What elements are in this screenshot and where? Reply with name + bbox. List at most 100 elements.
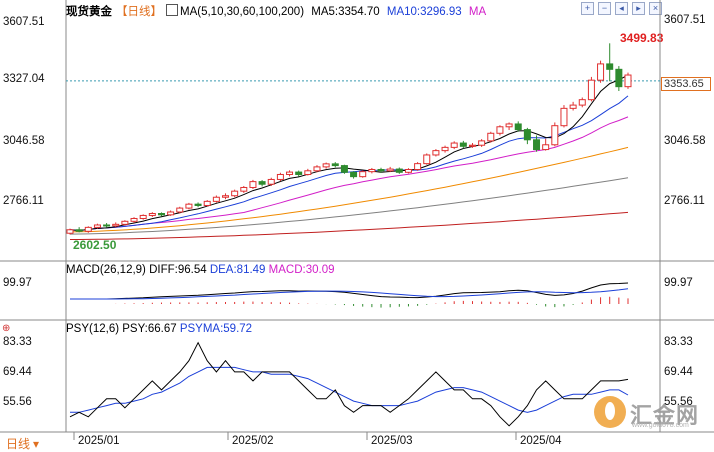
ma-toggle-icon[interactable] xyxy=(166,4,178,16)
candle-body xyxy=(304,170,312,175)
candle-body xyxy=(84,226,92,232)
x-tick-jan: 2025/01 xyxy=(78,435,120,447)
chart-toolbar: + − ◂ ▸ × xyxy=(581,2,662,15)
candle-body xyxy=(359,171,367,178)
y-tick-3: 3046.58 xyxy=(3,135,45,147)
candle-body xyxy=(112,223,120,227)
period-dropdown-icon[interactable]: ▾ xyxy=(33,437,40,451)
candle-body xyxy=(350,171,358,178)
zoom-in-icon[interactable]: + xyxy=(581,2,594,15)
macd-tick-left: 99.97 xyxy=(3,277,32,289)
candle-body xyxy=(340,165,348,173)
macd-value: MACD:30.09 xyxy=(268,264,335,276)
logo-text: 汇金网 xyxy=(630,403,700,428)
y-tick-1: 3607.51 xyxy=(3,16,45,28)
candle-body xyxy=(377,168,385,172)
candle-body xyxy=(441,146,449,152)
candle-body xyxy=(496,126,504,134)
candle-body xyxy=(231,190,239,197)
close-icon[interactable]: × xyxy=(649,2,662,15)
candle-body xyxy=(542,144,550,151)
psy-tick-2: 69.44 xyxy=(3,366,32,378)
candle-body xyxy=(157,213,165,216)
candle-body xyxy=(404,168,412,173)
candle-body xyxy=(75,229,83,232)
last-price-box: 3353.65 xyxy=(661,77,711,91)
candle-body xyxy=(450,142,458,148)
y-tick-right-1: 3607.51 xyxy=(664,14,706,26)
x-tick-feb: 2025/02 xyxy=(232,435,274,447)
psy-line xyxy=(69,341,629,427)
chart-header: 现货黄金 【日线】 MA(5,10,30,60,100,200) MA5:3354.… xyxy=(66,3,490,19)
candle-body xyxy=(597,63,605,81)
candle-body xyxy=(606,63,614,70)
psyma-value: PSYMA:59.72 xyxy=(179,323,253,335)
psy-tick-right-1: 83.33 xyxy=(664,336,693,348)
candle-body xyxy=(240,186,248,192)
candle-body xyxy=(121,220,129,225)
macd-dea-line xyxy=(70,288,629,300)
candle-body xyxy=(103,224,111,227)
period-tag[interactable]: 【日线】 xyxy=(116,6,162,18)
psy-tick-1: 83.33 xyxy=(3,336,32,348)
candle-body xyxy=(322,163,330,168)
candle-body xyxy=(331,163,339,167)
psy-tick-right-2: 69.44 xyxy=(664,366,693,378)
psy-tick-right-3: 55.56 xyxy=(664,396,693,408)
candle-body xyxy=(249,181,257,188)
period-tab-label: 日线 xyxy=(6,437,31,451)
candle-body xyxy=(295,171,303,175)
candle-body xyxy=(313,166,321,172)
ma10-value: MA10:3296.93 xyxy=(386,6,462,18)
candle-body xyxy=(130,217,138,222)
candle-body xyxy=(395,168,403,173)
y-tick-right-4: 2766.11 xyxy=(664,195,705,207)
scroll-right-icon[interactable]: ▸ xyxy=(632,2,645,15)
candle-body xyxy=(578,99,586,106)
scroll-left-icon[interactable]: ◂ xyxy=(615,2,628,15)
ma5-value: MA5:3354.70 xyxy=(311,6,380,18)
candle-body xyxy=(459,142,467,147)
candle-body xyxy=(587,79,595,101)
ma100-line xyxy=(70,211,629,240)
candle-body xyxy=(615,68,623,88)
candle-body xyxy=(569,104,577,109)
psy-header: PSY(12,6) PSY:66.67 PSYMA:59.72 xyxy=(66,323,252,335)
macd-header: MACD(26,12,9) DIFF:96.54 DEA:81.49 MACD:… xyxy=(66,264,335,276)
candle-body xyxy=(551,125,559,146)
ma5-line xyxy=(69,74,629,232)
candle-body xyxy=(523,129,531,141)
period-tab[interactable]: 日线 ▾ xyxy=(6,435,39,452)
ma30-line xyxy=(69,146,629,233)
candle-body xyxy=(185,203,193,209)
candle-body xyxy=(560,107,568,127)
macd-spec: MACD(26,12,9) xyxy=(66,264,146,276)
candle-body xyxy=(222,195,230,198)
instrument-name: 现货黄金 xyxy=(66,6,112,18)
candle-body xyxy=(167,211,175,216)
y-tick-right-3: 3046.58 xyxy=(664,135,706,147)
zoom-out-icon[interactable]: − xyxy=(598,2,611,15)
candle-body xyxy=(423,154,431,165)
ma10-line xyxy=(69,95,629,232)
ma60-line xyxy=(69,177,629,235)
logo-mark-icon xyxy=(594,396,626,428)
candle-body xyxy=(514,123,522,131)
x-tick-mar: 2025/03 xyxy=(371,435,413,447)
candle-body xyxy=(276,173,284,180)
candle-body xyxy=(505,123,513,128)
ma20-line xyxy=(69,116,629,232)
candle-body xyxy=(368,168,376,173)
macd-tick-right: 99.97 xyxy=(664,277,693,289)
candle-body xyxy=(258,181,266,185)
candle-body xyxy=(533,139,541,151)
psy-spec: PSY(12,6) xyxy=(66,323,120,335)
candle-body xyxy=(468,144,476,147)
peak-price-label: 3499.83 xyxy=(620,31,664,45)
crosshair-icon[interactable]: ⊕ xyxy=(2,323,11,334)
y-tick-4: 2766.11 xyxy=(3,195,44,207)
logo: 汇金网 www.gold678.com xyxy=(594,396,702,432)
candle-body xyxy=(212,196,220,202)
candle-body xyxy=(66,229,74,234)
